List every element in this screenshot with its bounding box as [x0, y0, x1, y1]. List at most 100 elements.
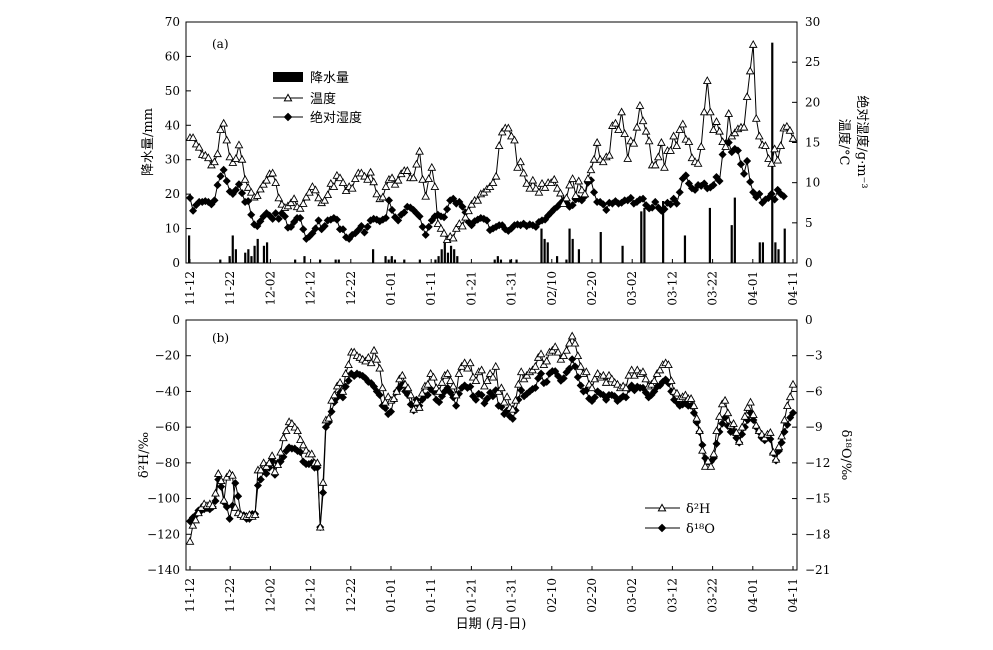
- d2h-point-211: [782, 401, 792, 410]
- d18o-point-199: [749, 415, 758, 425]
- xtick-a-9: 02/10: [545, 271, 559, 306]
- temperature-point-120: [552, 183, 562, 192]
- d2h-point-130: [553, 347, 563, 356]
- d2h-point-208: [774, 442, 784, 451]
- temperature-point-108: [516, 157, 525, 166]
- temperature-point-168: [699, 107, 709, 116]
- humidity-point-174: [718, 150, 727, 159]
- ytick-right-a-5: 25: [805, 55, 820, 69]
- d2h-point-89: [437, 377, 447, 386]
- d18o-point-136: [570, 362, 580, 371]
- d2h-point-28: [264, 458, 274, 467]
- humidity-point-31: [280, 212, 289, 221]
- d2h-point-3: [194, 508, 203, 517]
- temperature-point-176: [724, 109, 734, 117]
- temperature-point-145: [629, 138, 639, 147]
- d2h-point-117: [516, 367, 526, 376]
- xtick-b-3: 12-12: [304, 578, 318, 613]
- d2h-point-179: [692, 413, 702, 422]
- temperature-point-105: [507, 131, 516, 140]
- ytick-left-a-1: 10: [165, 222, 180, 236]
- precip-bar-63: [384, 256, 387, 263]
- temperature-point-63: [378, 192, 388, 201]
- d2h-point-0: [185, 536, 195, 545]
- precip-bar-145: [640, 211, 643, 263]
- xlabel-b: 日期 (月-日): [456, 617, 527, 632]
- ytick-left-a-5: 50: [165, 84, 180, 98]
- precip-bar-183: [758, 242, 761, 263]
- legend-label-d2h: δ²H: [686, 502, 710, 517]
- d2h-point-65: [369, 345, 379, 354]
- temperature-point-146: [632, 122, 642, 131]
- humidity-point-70: [400, 208, 409, 217]
- humidity-point-113: [531, 222, 540, 231]
- d2h-point-200: [751, 420, 761, 429]
- temperature-point-158: [669, 131, 678, 140]
- d18o-point-122: [531, 383, 540, 392]
- precip-bar-191: [783, 228, 786, 263]
- temperature-point-47: [329, 182, 339, 191]
- xtick-a-10: 02-20: [585, 271, 599, 306]
- d2h-point-133: [562, 345, 571, 354]
- xtick-b-8: 01-31: [505, 578, 519, 613]
- precip-bar-74: [418, 259, 421, 263]
- d18o-point-135: [568, 355, 577, 364]
- d2h-point-138: [576, 361, 586, 370]
- humidity-point-171: [709, 181, 718, 190]
- humidity-point-28: [271, 209, 280, 218]
- d18o-point-137: [573, 373, 582, 382]
- temperature-point-175: [721, 141, 731, 150]
- d2h-point-63: [363, 352, 373, 361]
- temperature-point-139: [611, 118, 620, 127]
- temperature-point-38: [301, 192, 311, 201]
- ytick-left-a-4: 40: [165, 118, 180, 132]
- precip-bar-66: [393, 259, 397, 263]
- humidity-point-173: [715, 177, 724, 186]
- temperature-point-22: [252, 190, 262, 199]
- d18o-point-69: [381, 404, 390, 413]
- ytick-left-b-0: −140: [147, 563, 180, 577]
- temperature-point-142: [620, 129, 630, 137]
- d2h-point-77: [403, 383, 413, 392]
- humidity-point-181: [740, 169, 749, 178]
- temperature-point-18: [240, 174, 250, 183]
- humidity-point-75: [415, 212, 424, 221]
- temperature-point-133: [592, 137, 602, 146]
- temperature-point-182: [742, 92, 752, 101]
- ytick-right-b-0: −21: [805, 563, 830, 577]
- temperature-point-37: [298, 199, 308, 207]
- d2h-point-32: [276, 447, 285, 456]
- d2h-point-55: [341, 369, 351, 377]
- precip-bar-84: [449, 245, 453, 263]
- d2h-point-209: [777, 431, 787, 440]
- d2h-point-73: [392, 386, 402, 395]
- d2h-point-2: [191, 515, 201, 524]
- precip-bar-113: [540, 228, 543, 263]
- temperature-point-54: [350, 174, 360, 182]
- xtick-b-6: 01-11: [424, 578, 438, 613]
- xtick-a-6: 01-11: [424, 271, 438, 306]
- precip-bar-125: [577, 249, 581, 263]
- temperature-point-14: [228, 158, 238, 166]
- temperature-point-150: [644, 136, 654, 145]
- d2h-point-110: [497, 383, 506, 392]
- ylabel-right-a-2: 绝对湿度/g·m⁻³: [854, 95, 870, 188]
- d2h-point-134: [564, 338, 574, 347]
- precip-bar-139: [621, 245, 624, 263]
- xtick-a-2: 12-02: [263, 271, 277, 306]
- temperature-point-86: [448, 233, 458, 242]
- humidity-point-148: [638, 194, 648, 203]
- d2h-point-146: [598, 370, 608, 379]
- humidity-point-66: [387, 205, 397, 215]
- temperature-point-109: [519, 168, 529, 177]
- temperature-point-83: [439, 228, 449, 237]
- temperature-point-76: [418, 174, 427, 183]
- xtick-a-1: 11-22: [223, 271, 237, 306]
- precip-bar-188: [774, 242, 777, 263]
- d2h-point-107: [488, 372, 498, 381]
- d2h-point-94: [451, 390, 461, 399]
- ytick-right-b-1: −18: [805, 527, 830, 541]
- temperature-point-147: [635, 101, 645, 109]
- temperature-point-51: [341, 186, 351, 195]
- humidity-point-179: [733, 146, 742, 155]
